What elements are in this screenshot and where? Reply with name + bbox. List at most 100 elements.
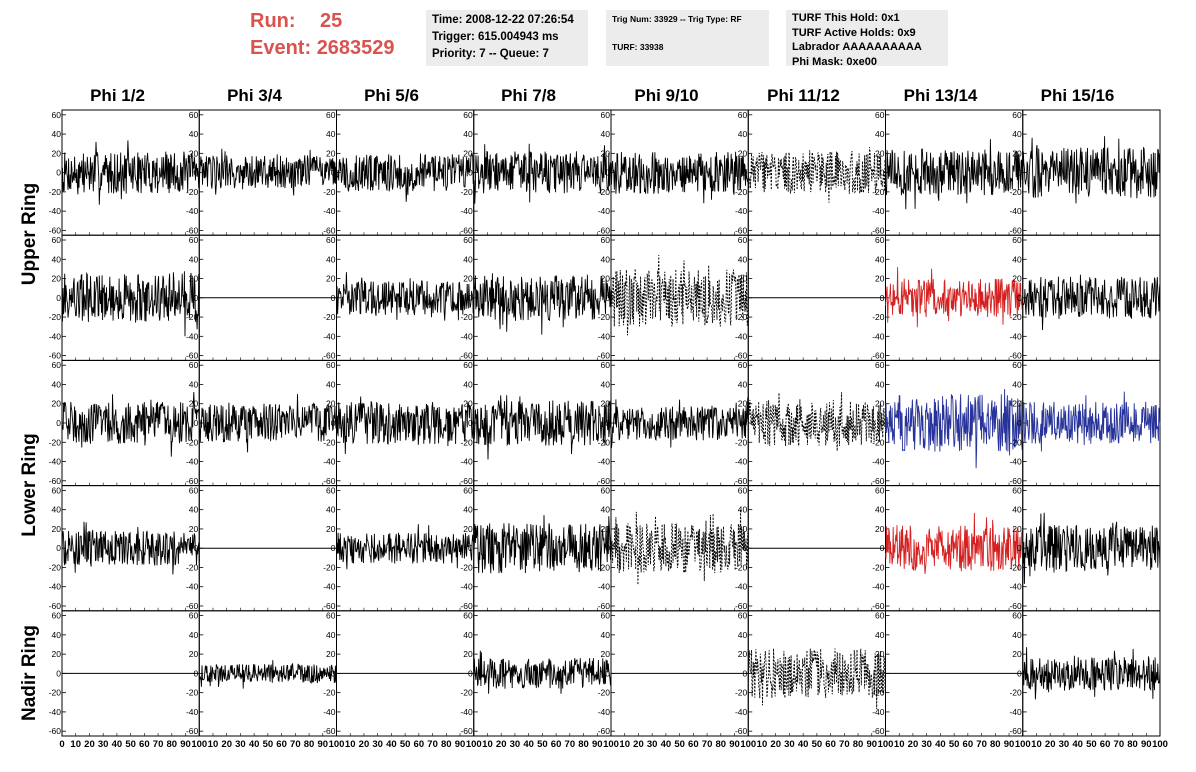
x-tick-label: 30	[784, 739, 795, 750]
y-tick-label: 40	[326, 379, 336, 389]
y-tick-label: -40	[872, 707, 885, 717]
x-tick-label: 20	[359, 739, 370, 750]
y-tick-label: -40	[598, 206, 611, 216]
y-tick-label: 60	[189, 235, 199, 245]
y-tick-label: -20	[1009, 688, 1022, 698]
waveform-line	[61, 391, 200, 457]
x-tick-label: 90	[180, 739, 191, 750]
y-tick-label: 0	[56, 668, 61, 678]
x-tick-label: 100	[191, 739, 207, 750]
y-tick-label: -60	[872, 601, 885, 611]
y-tick-label: -40	[460, 331, 473, 341]
y-tick-label: 20	[189, 399, 199, 409]
x-tick-label: 60	[551, 739, 562, 750]
y-tick-label: -40	[598, 707, 611, 717]
x-tick-label: 80	[853, 739, 864, 750]
run-label: Run:	[250, 10, 296, 32]
y-tick-label: -40	[460, 582, 473, 592]
x-tick-label: 70	[702, 739, 713, 750]
y-tick-label: 60	[875, 360, 885, 370]
y-tick-label: 0	[331, 168, 336, 178]
x-tick-label: 80	[1127, 739, 1138, 750]
y-tick-label: 40	[601, 505, 611, 515]
y-tick-label: -40	[872, 331, 885, 341]
waveform-line	[61, 521, 200, 575]
y-tick-label: 40	[189, 254, 199, 264]
waveform-line	[1022, 512, 1161, 584]
y-tick-label: 40	[463, 254, 473, 264]
y-tick-label: -40	[186, 206, 199, 216]
x-tick-label: 30	[1059, 739, 1070, 750]
y-tick-label: 0	[743, 418, 748, 428]
y-tick-label: -60	[323, 351, 336, 361]
y-tick-label: 60	[463, 485, 473, 495]
x-tick-label: 10	[619, 739, 630, 750]
waveform-line	[1022, 647, 1161, 700]
y-tick-label: -40	[186, 331, 199, 341]
waveform-line	[1022, 391, 1161, 452]
y-tick-label: 40	[52, 505, 62, 515]
y-tick-label: -40	[49, 707, 62, 717]
x-tick-label: 50	[400, 739, 411, 750]
y-tick-label: -20	[872, 562, 885, 572]
x-tick-label: 10	[1031, 739, 1042, 750]
y-tick-label: 20	[601, 399, 611, 409]
x-tick-label: 80	[716, 739, 727, 750]
x-tick-label: 60	[963, 739, 974, 750]
y-tick-label: -60	[735, 726, 748, 736]
y-tick-label: 40	[738, 505, 748, 515]
y-tick-label: -40	[49, 331, 62, 341]
y-tick-label: -60	[598, 351, 611, 361]
y-tick-label: 20	[738, 399, 748, 409]
y-tick-label: 20	[326, 649, 336, 659]
waveform-line	[610, 397, 749, 448]
y-tick-label: -60	[598, 225, 611, 235]
waveform-line	[885, 388, 1024, 469]
y-tick-label: -20	[49, 187, 62, 197]
x-tick-label: 30	[372, 739, 383, 750]
x-tick-label: 30	[647, 739, 658, 750]
x-tick-label: 30	[510, 739, 521, 750]
panel-frame	[747, 610, 886, 737]
y-tick-label: -60	[872, 476, 885, 486]
y-tick-label: 40	[738, 379, 748, 389]
y-tick-label: 20	[875, 399, 885, 409]
y-tick-label: 0	[1017, 543, 1022, 553]
y-tick-label: 20	[875, 274, 885, 284]
y-tick-label: 40	[875, 505, 885, 515]
waveform-line	[473, 515, 612, 574]
y-tick-label: 60	[738, 485, 748, 495]
column-header-phi-3-4: Phi 3/4	[227, 86, 282, 105]
x-tick-label: 10	[345, 739, 356, 750]
x-tick-label: 30	[921, 739, 932, 750]
waveform-line	[885, 512, 1024, 575]
y-tick-label: 20	[601, 274, 611, 284]
y-tick-label: 60	[326, 611, 336, 621]
x-tick-label: 40	[386, 739, 397, 750]
y-tick-label: 0	[468, 293, 473, 303]
x-tick-label: 70	[839, 739, 850, 750]
y-tick-label: 40	[326, 129, 336, 139]
waveform-line	[610, 151, 749, 204]
y-tick-label: -60	[460, 476, 473, 486]
y-tick-label: 40	[1012, 254, 1022, 264]
y-tick-label: -60	[323, 476, 336, 486]
x-tick-label: 70	[1114, 739, 1125, 750]
trigger-info-box: Trig Num: 33929 -- Trig Type: RF TURF: 3…	[606, 10, 769, 66]
x-tick-label: 30	[235, 739, 246, 750]
y-tick-label: 60	[189, 485, 199, 495]
x-tick-label: 10	[482, 739, 493, 750]
y-tick-label: 20	[189, 148, 199, 158]
y-tick-label: -60	[735, 225, 748, 235]
y-tick-label: -40	[49, 206, 62, 216]
x-tick-label: 40	[798, 739, 809, 750]
y-tick-label: -20	[323, 437, 336, 447]
y-tick-label: -20	[872, 187, 885, 197]
y-tick-label: 0	[194, 668, 199, 678]
y-tick-label: 20	[1012, 649, 1022, 659]
x-tick-label: 20	[908, 739, 919, 750]
y-tick-label: -60	[1009, 351, 1022, 361]
waveform-line	[1022, 274, 1161, 331]
y-tick-label: 60	[601, 360, 611, 370]
y-tick-label: 0	[468, 543, 473, 553]
